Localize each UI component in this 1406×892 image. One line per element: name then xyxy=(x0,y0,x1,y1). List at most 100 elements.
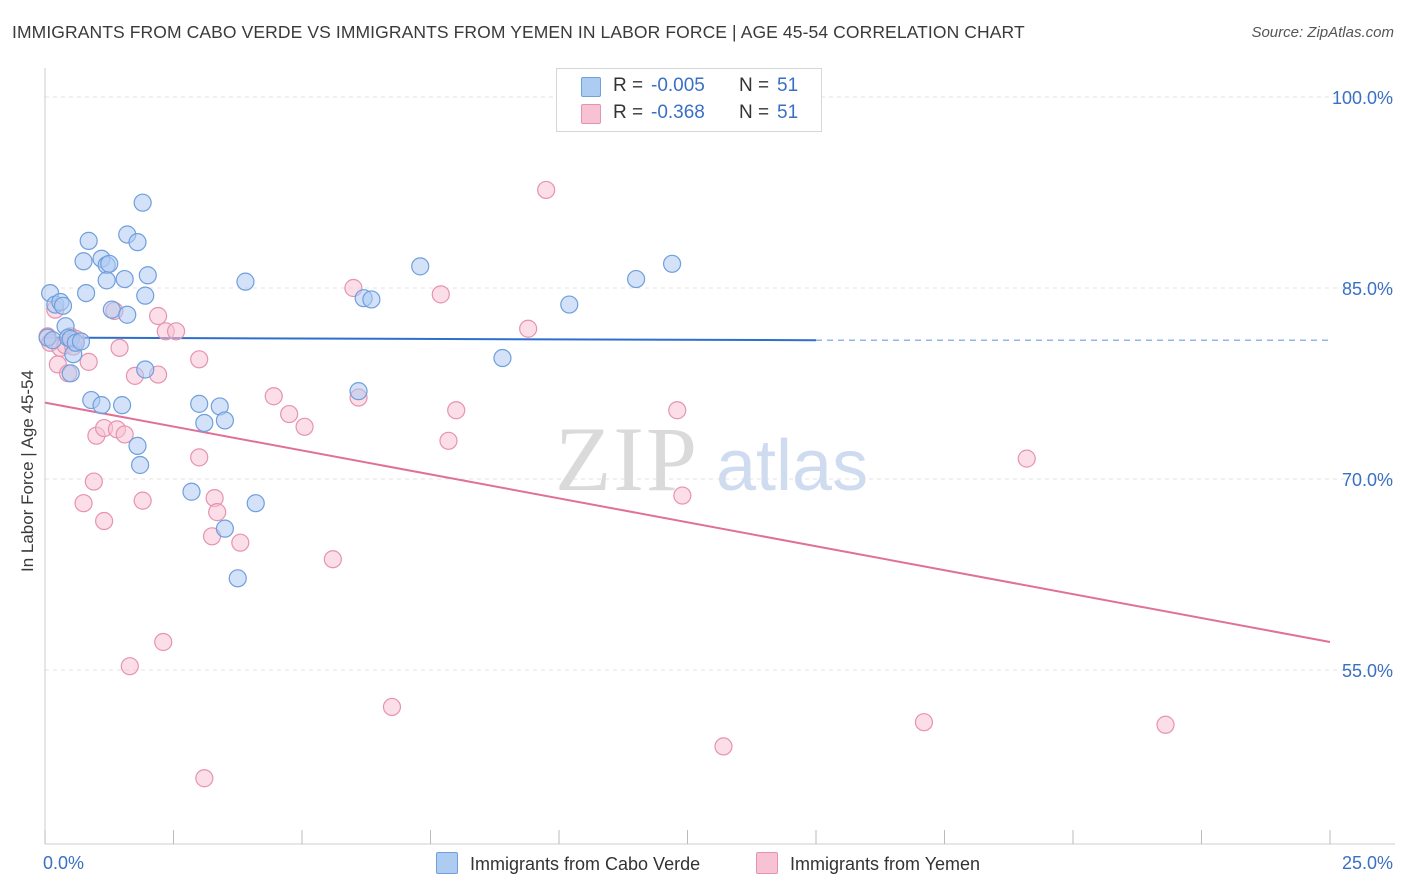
yemen-point-31 xyxy=(231,533,250,552)
tick-labels: 100.0% 85.0% 70.0% 55.0% 0.0% 25.0% xyxy=(43,88,1393,873)
cabo-verde-point-21 xyxy=(133,193,152,212)
yemen-point-43 xyxy=(668,401,687,420)
yemen-n-value: 51 xyxy=(777,102,799,123)
cabo-verde-n-value: 51 xyxy=(777,75,799,96)
yemen-point-47 xyxy=(195,769,214,788)
yemen-point-27 xyxy=(190,448,209,467)
yemen-point-10 xyxy=(79,352,98,371)
r-label: R = xyxy=(613,75,644,96)
yemen-point-14 xyxy=(148,306,168,326)
cabo-verde-point-23 xyxy=(138,266,157,285)
cabo-verde-point-16 xyxy=(100,254,119,273)
yemen-point-34 xyxy=(295,417,314,436)
yemen-point-42 xyxy=(537,180,556,200)
watermark: ZIP atlas xyxy=(555,408,868,510)
yemen-point-40 xyxy=(447,401,466,420)
cabo-verde-point-5 xyxy=(43,331,62,350)
grid-lines xyxy=(45,96,1395,671)
cabo-verde-point-20 xyxy=(128,233,147,252)
cabo-verde-point-37 xyxy=(236,272,255,291)
watermark-atlas: atlas xyxy=(716,426,868,506)
yemen-legend-label: Immigrants from Yemen xyxy=(790,854,981,874)
yemen-point-24 xyxy=(74,494,93,513)
cabo-verde-point-29 xyxy=(112,396,132,415)
cabo-verde-point-25 xyxy=(102,300,121,319)
yemen-point-33 xyxy=(280,404,299,424)
cabo-verde-point-38 xyxy=(182,482,201,501)
cabo-verde-point-17 xyxy=(97,271,116,290)
yemen-point-18 xyxy=(190,350,209,369)
y-axis-label: In Labor Force | Age 45-54 xyxy=(18,370,37,572)
cabo-verde-point-46 xyxy=(493,348,512,368)
cabo-verde-point-32 xyxy=(130,455,150,475)
yemen-point-12 xyxy=(110,338,129,357)
yemen-point-41 xyxy=(519,319,538,338)
yemen-point-44 xyxy=(673,486,692,505)
stats-legend: R = -0.005 N = 51 R = -0.368 N = 51 xyxy=(556,68,822,132)
cabo-verde-point-45 xyxy=(411,257,430,276)
cabo-verde-point-18 xyxy=(77,283,96,303)
y-tick-label-85: 85.0% xyxy=(1342,279,1393,299)
yemen-swatch xyxy=(581,104,601,124)
cabo-verde-r-value: -0.005 xyxy=(651,75,705,96)
y-tick-label-55: 55.0% xyxy=(1342,661,1393,681)
cabo-verde-point-26 xyxy=(118,305,137,324)
cabo-verde-legend-swatch xyxy=(436,852,458,874)
n-label: N = xyxy=(739,102,770,123)
cabo-verde-point-3 xyxy=(53,296,73,315)
axes xyxy=(44,68,1395,845)
cabo-verde-point-22 xyxy=(136,286,155,305)
yemen-point-25 xyxy=(95,511,114,531)
yemen-point-38 xyxy=(431,285,450,304)
y-tick-label-100: 100.0% xyxy=(1332,88,1393,108)
yemen-point-23 xyxy=(84,472,103,491)
yemen-point-48 xyxy=(382,697,402,717)
cabo-verde-point-36 xyxy=(215,411,234,430)
legend-item-yemen: Immigrants from Yemen xyxy=(756,852,980,875)
yemen-point-51 xyxy=(1017,449,1036,468)
watermark-zip: ZIP xyxy=(555,408,699,510)
cabo-verde-point-30 xyxy=(128,436,147,455)
cabo-verde-point-43 xyxy=(362,290,381,309)
cabo-verde-point-31 xyxy=(136,360,155,379)
yemen-point-26 xyxy=(133,491,152,510)
cabo-verde-point-49 xyxy=(662,254,682,273)
yemen-legend-swatch xyxy=(756,852,778,874)
cabo-verde-point-28 xyxy=(92,396,111,415)
cabo-verde-legend-label: Immigrants from Cabo Verde xyxy=(470,854,701,874)
r-label: R = xyxy=(613,102,644,123)
yemen-point-22 xyxy=(115,425,134,444)
cabo-verde-swatch xyxy=(581,77,601,97)
n-label: N = xyxy=(739,75,770,96)
cabo-verde-point-48 xyxy=(626,269,646,289)
yemen-point-46 xyxy=(154,632,173,652)
cabo-verde-point-24 xyxy=(115,269,134,289)
cabo-verde-point-34 xyxy=(195,413,214,433)
yemen-point-49 xyxy=(714,737,733,756)
cabo-verde-point-11 xyxy=(61,364,80,383)
cabo-verde-point-33 xyxy=(190,394,209,413)
x-tick-label-25: 25.0% xyxy=(1342,853,1393,873)
cabo-verde-point-50 xyxy=(71,332,91,351)
cabo-verde-point-13 xyxy=(79,231,98,250)
yemen-point-39 xyxy=(439,431,458,450)
yemen-trend-line xyxy=(44,401,1331,643)
x-tick-label-0: 0.0% xyxy=(43,853,84,873)
cabo-verde-point-40 xyxy=(246,494,265,513)
source-credit: Source: ZipAtlas.com xyxy=(1251,24,1394,41)
yemen-point-29 xyxy=(208,503,227,522)
yemen-point-52 xyxy=(1156,715,1175,734)
cabo-verde-point-41 xyxy=(228,569,247,588)
cabo-verde-point-12 xyxy=(74,252,93,271)
yemen-point-35 xyxy=(323,550,342,569)
yemen-point-45 xyxy=(120,657,139,676)
legend-item-cabo-verde: Immigrants from Cabo Verde xyxy=(436,852,700,875)
yemen-point-32 xyxy=(264,387,283,406)
cabo-verde-point-47 xyxy=(560,295,579,314)
yemen-point-16 xyxy=(166,322,186,341)
chart-title: IMMIGRANTS FROM CABO VERDE VS IMMIGRANTS… xyxy=(12,22,1025,42)
cabo-verde-point-39 xyxy=(215,519,234,538)
yemen-r-value: -0.368 xyxy=(651,102,705,123)
data-points xyxy=(38,180,1175,788)
